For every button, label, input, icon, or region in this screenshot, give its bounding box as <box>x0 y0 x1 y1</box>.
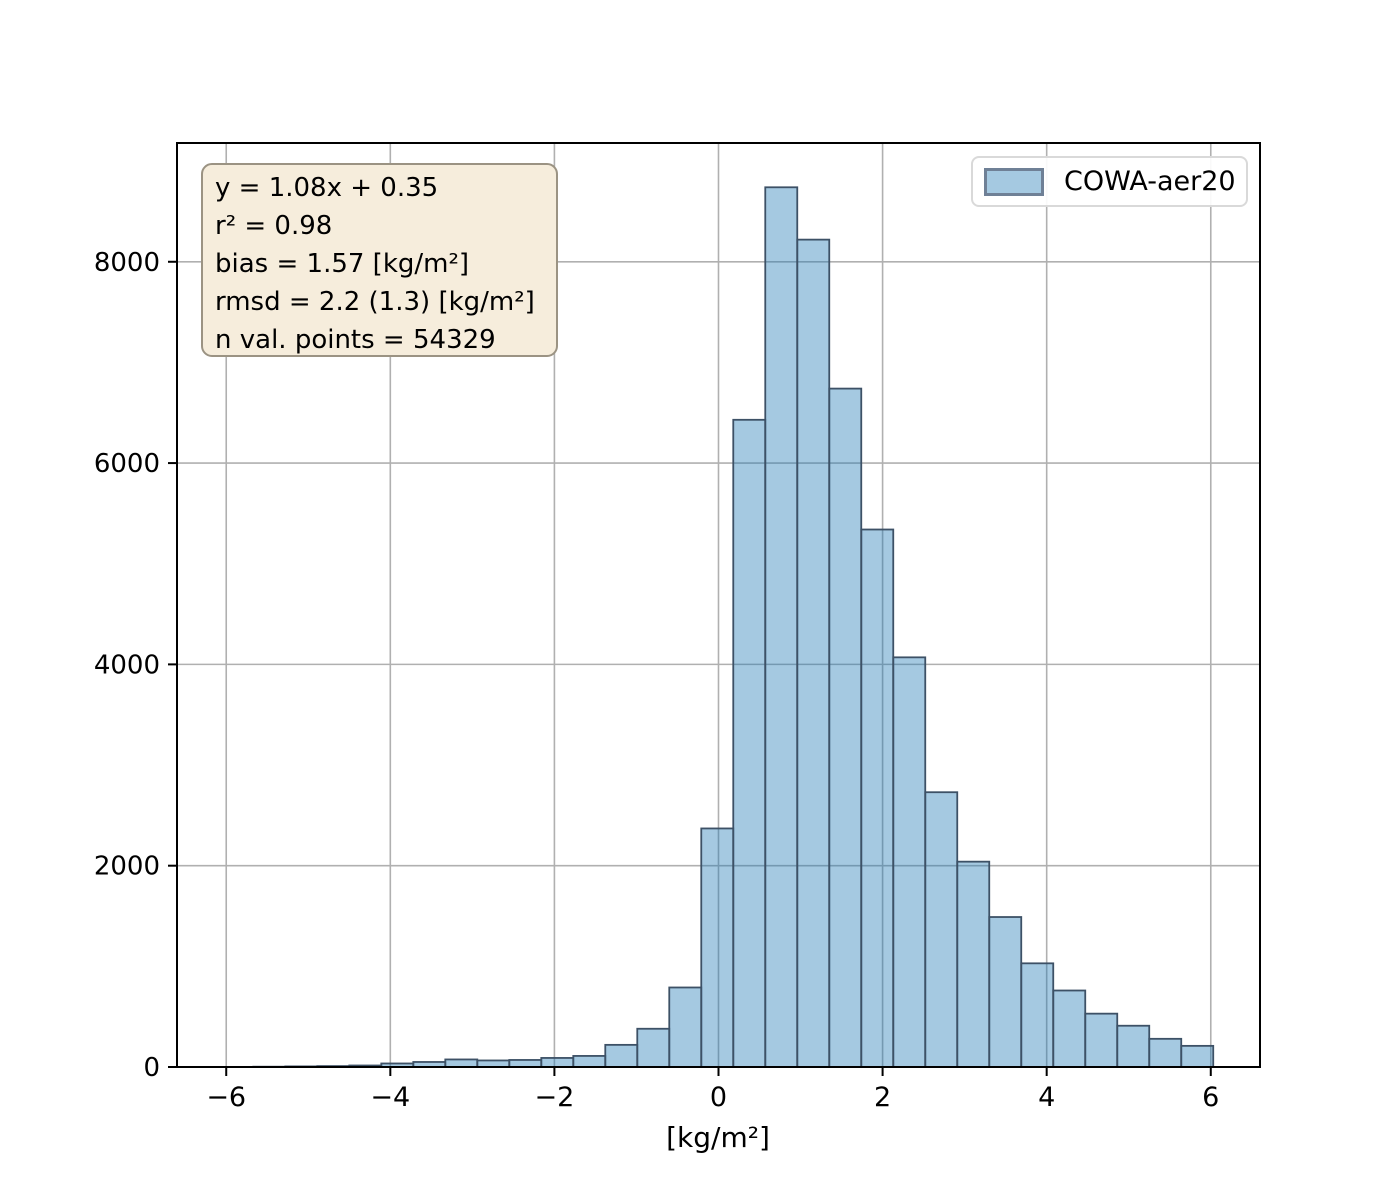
stats-line-rmsd: rmsd = 2.2 (1.3) [kg/m²] <box>215 287 535 317</box>
histogram-bar <box>924 791 959 1068</box>
histogram-bar <box>796 238 831 1068</box>
y-tick-label: 4000 <box>94 650 160 680</box>
histogram-bar <box>1148 1037 1183 1068</box>
x-tick-label: 2 <box>874 1082 891 1113</box>
x-tick-label: 0 <box>710 1082 727 1113</box>
y-tick-label: 6000 <box>94 449 160 479</box>
histogram-bar <box>1020 962 1055 1068</box>
y-tick-label: 2000 <box>94 852 160 882</box>
legend-label: COWA-aer20 <box>1064 166 1236 197</box>
histogram-bar <box>540 1057 575 1068</box>
legend-swatch <box>984 167 1044 196</box>
histogram-bar <box>700 827 735 1068</box>
x-tick-label: −4 <box>370 1082 410 1113</box>
histogram-bar <box>604 1043 639 1068</box>
histogram-bar <box>956 860 991 1068</box>
histogram-bar <box>1180 1044 1215 1068</box>
x-tick-label: 6 <box>1202 1082 1219 1113</box>
histogram-bar <box>892 656 927 1068</box>
histogram-bar <box>1116 1024 1151 1068</box>
stats-line-equation: y = 1.08x + 0.35 <box>215 173 439 203</box>
histogram-bar <box>764 186 799 1068</box>
x-tick-label: −6 <box>206 1082 246 1113</box>
histogram-bar <box>572 1055 607 1068</box>
histogram-bar <box>444 1058 479 1068</box>
histogram-bar <box>828 387 863 1068</box>
histogram-bar <box>860 528 895 1068</box>
histogram-bar <box>508 1059 543 1068</box>
histogram-bar <box>1052 989 1087 1068</box>
stats-box: y = 1.08x + 0.35 r² = 0.98 bias = 1.57 [… <box>201 163 558 357</box>
legend: COWA-aer20 <box>971 156 1248 207</box>
histogram-bar <box>636 1027 671 1068</box>
y-tick-label: 8000 <box>94 248 160 278</box>
x-axis-label: [kg/m²] <box>666 1121 770 1154</box>
stats-line-r2: r² = 0.98 <box>215 211 333 241</box>
stats-line-n-points: n val. points = 54329 <box>215 325 496 355</box>
x-tick-label: −2 <box>535 1082 575 1113</box>
histogram-bar <box>1084 1012 1119 1068</box>
histogram-bar <box>732 418 767 1068</box>
histogram-bar <box>668 986 703 1068</box>
histogram-bar <box>988 916 1023 1068</box>
y-tick-label: 0 <box>143 1053 160 1083</box>
x-tick-label: 4 <box>1038 1082 1055 1113</box>
stats-line-bias: bias = 1.57 [kg/m²] <box>215 249 470 279</box>
